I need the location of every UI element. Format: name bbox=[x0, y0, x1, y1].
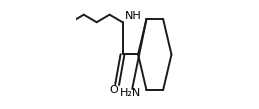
Text: H₂N: H₂N bbox=[119, 88, 141, 98]
Text: NH: NH bbox=[125, 11, 141, 21]
Text: O: O bbox=[110, 85, 118, 95]
